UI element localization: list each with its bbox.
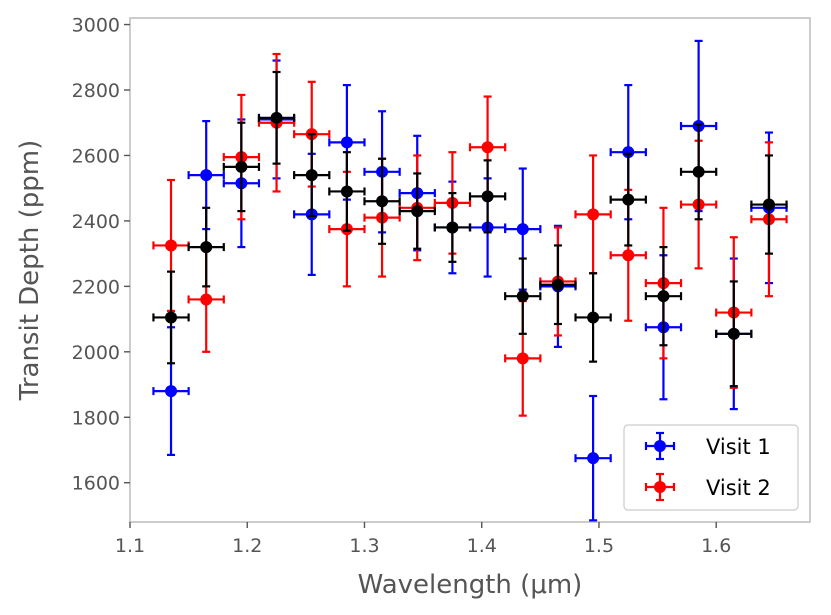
point-visit-1-marker bbox=[587, 452, 600, 465]
y-tick-label: 1800 bbox=[72, 407, 120, 429]
point-visit-2-marker bbox=[622, 249, 635, 262]
series-combined bbox=[152, 70, 788, 388]
point-visit-1-marker bbox=[165, 385, 178, 398]
point-combined bbox=[679, 123, 718, 221]
point-combined bbox=[574, 272, 612, 363]
y-tick-label: 2200 bbox=[72, 276, 120, 298]
point-visit-1-marker bbox=[622, 146, 635, 159]
point-combined bbox=[433, 191, 472, 263]
legend: Visit 1 Visit 2 bbox=[623, 424, 799, 511]
point-combined-marker bbox=[305, 169, 318, 182]
x-axis-label: Wavelength (μm) bbox=[358, 570, 583, 600]
point-combined bbox=[398, 172, 436, 250]
point-combined bbox=[750, 154, 788, 255]
point-combined-marker bbox=[551, 278, 564, 291]
point-combined bbox=[363, 157, 401, 245]
point-visit-1 bbox=[152, 326, 190, 457]
point-combined bbox=[609, 152, 647, 247]
point-combined-marker bbox=[270, 111, 283, 124]
point-combined-marker bbox=[622, 193, 635, 206]
point-combined-marker bbox=[340, 185, 353, 198]
point-visit-2-marker bbox=[516, 352, 529, 365]
x-tick-label: 1.6 bbox=[701, 535, 731, 557]
legend-label-visit-2: Visit 2 bbox=[706, 476, 771, 500]
point-combined-marker bbox=[446, 221, 459, 234]
x-tick-label: 1.4 bbox=[467, 535, 497, 557]
y-axis-label: Transit Depth (ppm) bbox=[15, 140, 45, 401]
legend-label-visit-1: Visit 1 bbox=[706, 435, 771, 459]
point-visit-2-marker bbox=[481, 141, 494, 154]
legend-marker-visit-1-marker bbox=[654, 440, 666, 452]
point-combined-marker bbox=[762, 198, 775, 211]
x-tick-label: 1.5 bbox=[584, 535, 614, 557]
point-combined bbox=[222, 121, 261, 213]
point-combined bbox=[715, 280, 753, 388]
point-combined-marker bbox=[481, 190, 494, 203]
point-combined bbox=[257, 70, 296, 165]
point-combined bbox=[504, 257, 542, 335]
point-combined bbox=[328, 151, 366, 232]
y-tick-label: 2600 bbox=[72, 145, 120, 167]
y-tick-label: 2400 bbox=[72, 211, 120, 233]
point-combined-marker bbox=[587, 311, 600, 324]
point-combined bbox=[187, 206, 225, 288]
legend-marker-visit-2 bbox=[644, 472, 676, 502]
x-tick-label: 1.3 bbox=[349, 535, 379, 557]
point-combined bbox=[644, 245, 683, 347]
point-combined bbox=[152, 270, 190, 365]
point-combined bbox=[468, 159, 507, 234]
point-visit-2-marker bbox=[587, 208, 600, 221]
x-tick-label: 1.2 bbox=[232, 535, 262, 557]
point-visit-2 bbox=[574, 154, 612, 275]
legend-marker-visit-2-marker bbox=[654, 481, 666, 493]
y-tick-label: 3000 bbox=[72, 15, 120, 37]
y-tick-label: 1600 bbox=[72, 473, 120, 495]
point-visit-2-marker bbox=[200, 293, 213, 306]
point-visit-1-marker bbox=[340, 136, 353, 149]
point-visit-2-marker bbox=[165, 239, 178, 252]
point-combined bbox=[539, 244, 577, 326]
point-combined-marker bbox=[235, 160, 248, 173]
point-combined-marker bbox=[165, 311, 178, 324]
legend-marker-visit-1 bbox=[644, 431, 676, 461]
x-tick-label: 1.1 bbox=[115, 535, 145, 557]
y-tick-label: 2800 bbox=[72, 80, 120, 102]
point-visit-1 bbox=[574, 394, 612, 522]
point-visit-1-marker bbox=[516, 223, 529, 236]
y-tick-label: 2000 bbox=[72, 342, 120, 364]
point-combined-marker bbox=[516, 290, 529, 303]
point-combined-marker bbox=[376, 195, 389, 208]
point-combined-marker bbox=[657, 290, 670, 303]
point-combined bbox=[293, 133, 331, 218]
point-combined-marker bbox=[692, 165, 705, 178]
point-combined-marker bbox=[411, 205, 424, 218]
point-visit-1-marker bbox=[200, 169, 213, 182]
point-combined-marker bbox=[200, 241, 213, 254]
point-combined-marker bbox=[727, 327, 740, 340]
